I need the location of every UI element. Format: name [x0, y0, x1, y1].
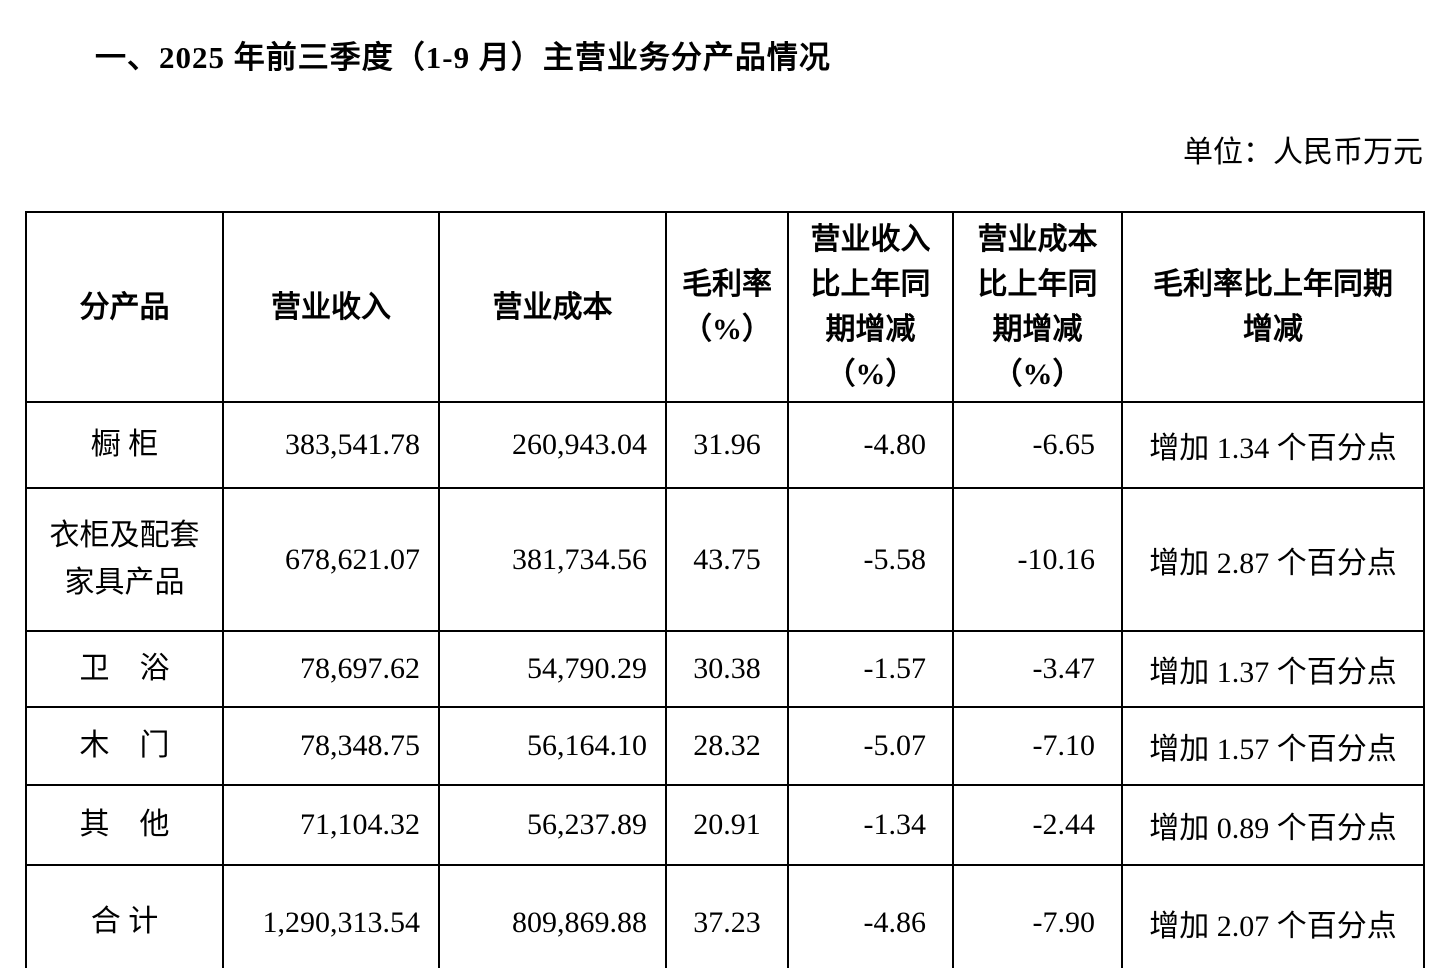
table-row: 橱 柜 383,541.78 260,943.04 31.96 -4.80 -6…: [25, 401, 1425, 489]
cell-gross-margin: 43.75: [665, 487, 789, 632]
cell-cost-yoy-change: -3.47: [952, 630, 1123, 708]
cell-product: 合 计: [25, 864, 224, 968]
column-header-margin-yoy-change: 毛利率比上年同期 增减: [1121, 211, 1425, 403]
cell-gross-margin: 28.32: [665, 706, 789, 786]
column-header-product: 分产品: [25, 211, 224, 403]
cell-cost: 56,237.89: [438, 784, 667, 866]
cell-product: 橱 柜: [25, 401, 224, 489]
cell-revenue: 78,348.75: [222, 706, 440, 786]
column-header-cost-yoy-change: 营业成本 比上年同 期增减 （%）: [952, 211, 1123, 403]
table-row: 衣柜及配套 家具产品 678,621.07 381,734.56 43.75 -…: [25, 487, 1425, 632]
table-row: 木 门 78,348.75 56,164.10 28.32 -5.07 -7.1…: [25, 706, 1425, 786]
cell-product: 卫 浴: [25, 630, 224, 708]
cell-gross-margin: 37.23: [665, 864, 789, 968]
cell-cost-yoy-change: -2.44: [952, 784, 1123, 866]
cell-revenue: 1,290,313.54: [222, 864, 440, 968]
cell-margin-yoy-change: 增加 2.87 个百分点: [1121, 487, 1425, 632]
cell-cost-yoy-change: -7.10: [952, 706, 1123, 786]
cell-margin-yoy-change: 增加 1.37 个百分点: [1121, 630, 1425, 708]
cell-product: 木 门: [25, 706, 224, 786]
cell-margin-yoy-change: 增加 0.89 个百分点: [1121, 784, 1425, 866]
table-row: 其 他 71,104.32 56,237.89 20.91 -1.34 -2.4…: [25, 784, 1425, 866]
cell-revenue-yoy-change: -5.58: [787, 487, 954, 632]
cell-revenue-yoy-change: -1.57: [787, 630, 954, 708]
cell-revenue-yoy-change: -1.34: [787, 784, 954, 866]
cell-margin-yoy-change: 增加 1.57 个百分点: [1121, 706, 1425, 786]
table-row: 卫 浴 78,697.62 54,790.29 30.38 -1.57 -3.4…: [25, 630, 1425, 708]
column-header-cost: 营业成本: [438, 211, 667, 403]
cell-cost-yoy-change: -6.65: [952, 401, 1123, 489]
product-breakdown-table: 分产品 营业收入 营业成本 毛利率 （%） 营业收入 比上年同 期增减 （%） …: [25, 211, 1425, 968]
cell-product: 其 他: [25, 784, 224, 866]
table-row-total: 合 计 1,290,313.54 809,869.88 37.23 -4.86 …: [25, 864, 1425, 968]
cell-cost: 54,790.29: [438, 630, 667, 708]
cell-margin-yoy-change: 增加 2.07 个百分点: [1121, 864, 1425, 968]
cell-margin-yoy-change: 增加 1.34 个百分点: [1121, 401, 1425, 489]
cell-revenue-yoy-change: -4.80: [787, 401, 954, 489]
unit-label: 单位：人民币万元: [1183, 136, 1423, 169]
page-title: 一、2025 年前三季度（1-9 月）主营业务分产品情况: [95, 40, 831, 75]
cell-product: 衣柜及配套 家具产品: [25, 487, 224, 632]
cell-gross-margin: 31.96: [665, 401, 789, 489]
cell-revenue: 71,104.32: [222, 784, 440, 866]
cell-revenue-yoy-change: -5.07: [787, 706, 954, 786]
cell-revenue: 78,697.62: [222, 630, 440, 708]
cell-cost: 809,869.88: [438, 864, 667, 968]
cell-revenue-yoy-change: -4.86: [787, 864, 954, 968]
cell-cost: 56,164.10: [438, 706, 667, 786]
cell-revenue: 678,621.07: [222, 487, 440, 632]
cell-cost-yoy-change: -10.16: [952, 487, 1123, 632]
cell-gross-margin: 30.38: [665, 630, 789, 708]
column-header-gross-margin: 毛利率 （%）: [665, 211, 789, 403]
cell-cost: 260,943.04: [438, 401, 667, 489]
cell-cost: 381,734.56: [438, 487, 667, 632]
column-header-revenue-yoy-change: 营业收入 比上年同 期增减 （%）: [787, 211, 954, 403]
cell-revenue: 383,541.78: [222, 401, 440, 489]
cell-gross-margin: 20.91: [665, 784, 789, 866]
table-header-row: 分产品 营业收入 营业成本 毛利率 （%） 营业收入 比上年同 期增减 （%） …: [25, 211, 1425, 403]
column-header-revenue: 营业收入: [222, 211, 440, 403]
cell-cost-yoy-change: -7.90: [952, 864, 1123, 968]
